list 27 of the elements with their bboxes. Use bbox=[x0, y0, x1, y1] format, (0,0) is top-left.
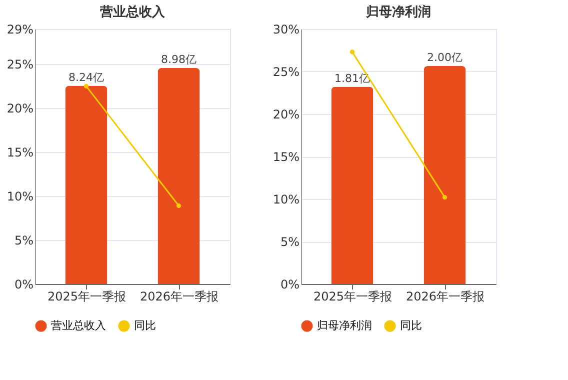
x-tick-label: 2026年一季报 bbox=[406, 290, 485, 304]
y-tick-label: 5% bbox=[14, 234, 34, 248]
y-tick-label: 0% bbox=[280, 278, 300, 292]
chart-title: 营业总收入 bbox=[99, 4, 166, 20]
y-tick-label: 29% bbox=[6, 22, 34, 36]
data-label: 2.00亿 bbox=[427, 51, 462, 64]
x-tick-label: 2025年一季报 bbox=[313, 290, 392, 304]
y-tick-label: 25% bbox=[272, 65, 300, 79]
y-tick-label: 10% bbox=[6, 190, 34, 204]
y-tick-label: 15% bbox=[6, 146, 34, 160]
y-tick-label: 5% bbox=[280, 235, 300, 249]
chart-title: 归母净利润 bbox=[365, 4, 431, 20]
legend-label: 归母净利润 bbox=[317, 319, 372, 332]
x-tick-label: 2025年一季报 bbox=[47, 290, 126, 304]
legend-label: 同比 bbox=[134, 319, 156, 332]
y-tick-label: 15% bbox=[272, 150, 300, 164]
y-tick-label: 20% bbox=[272, 108, 300, 122]
x-tick-label: 2026年一季报 bbox=[140, 290, 219, 304]
data-label: 8.98亿 bbox=[161, 52, 196, 66]
legend-label: 同比 bbox=[400, 319, 422, 332]
y-tick-label: 30% bbox=[272, 22, 300, 36]
data-label: 8.24亿 bbox=[68, 70, 104, 84]
y-tick-label: 10% bbox=[272, 192, 300, 206]
legend-label: 营业总收入 bbox=[51, 319, 106, 332]
y-tick-label: 0% bbox=[14, 278, 34, 292]
y-tick-label: 20% bbox=[6, 102, 34, 116]
y-tick-label: 25% bbox=[6, 58, 34, 72]
